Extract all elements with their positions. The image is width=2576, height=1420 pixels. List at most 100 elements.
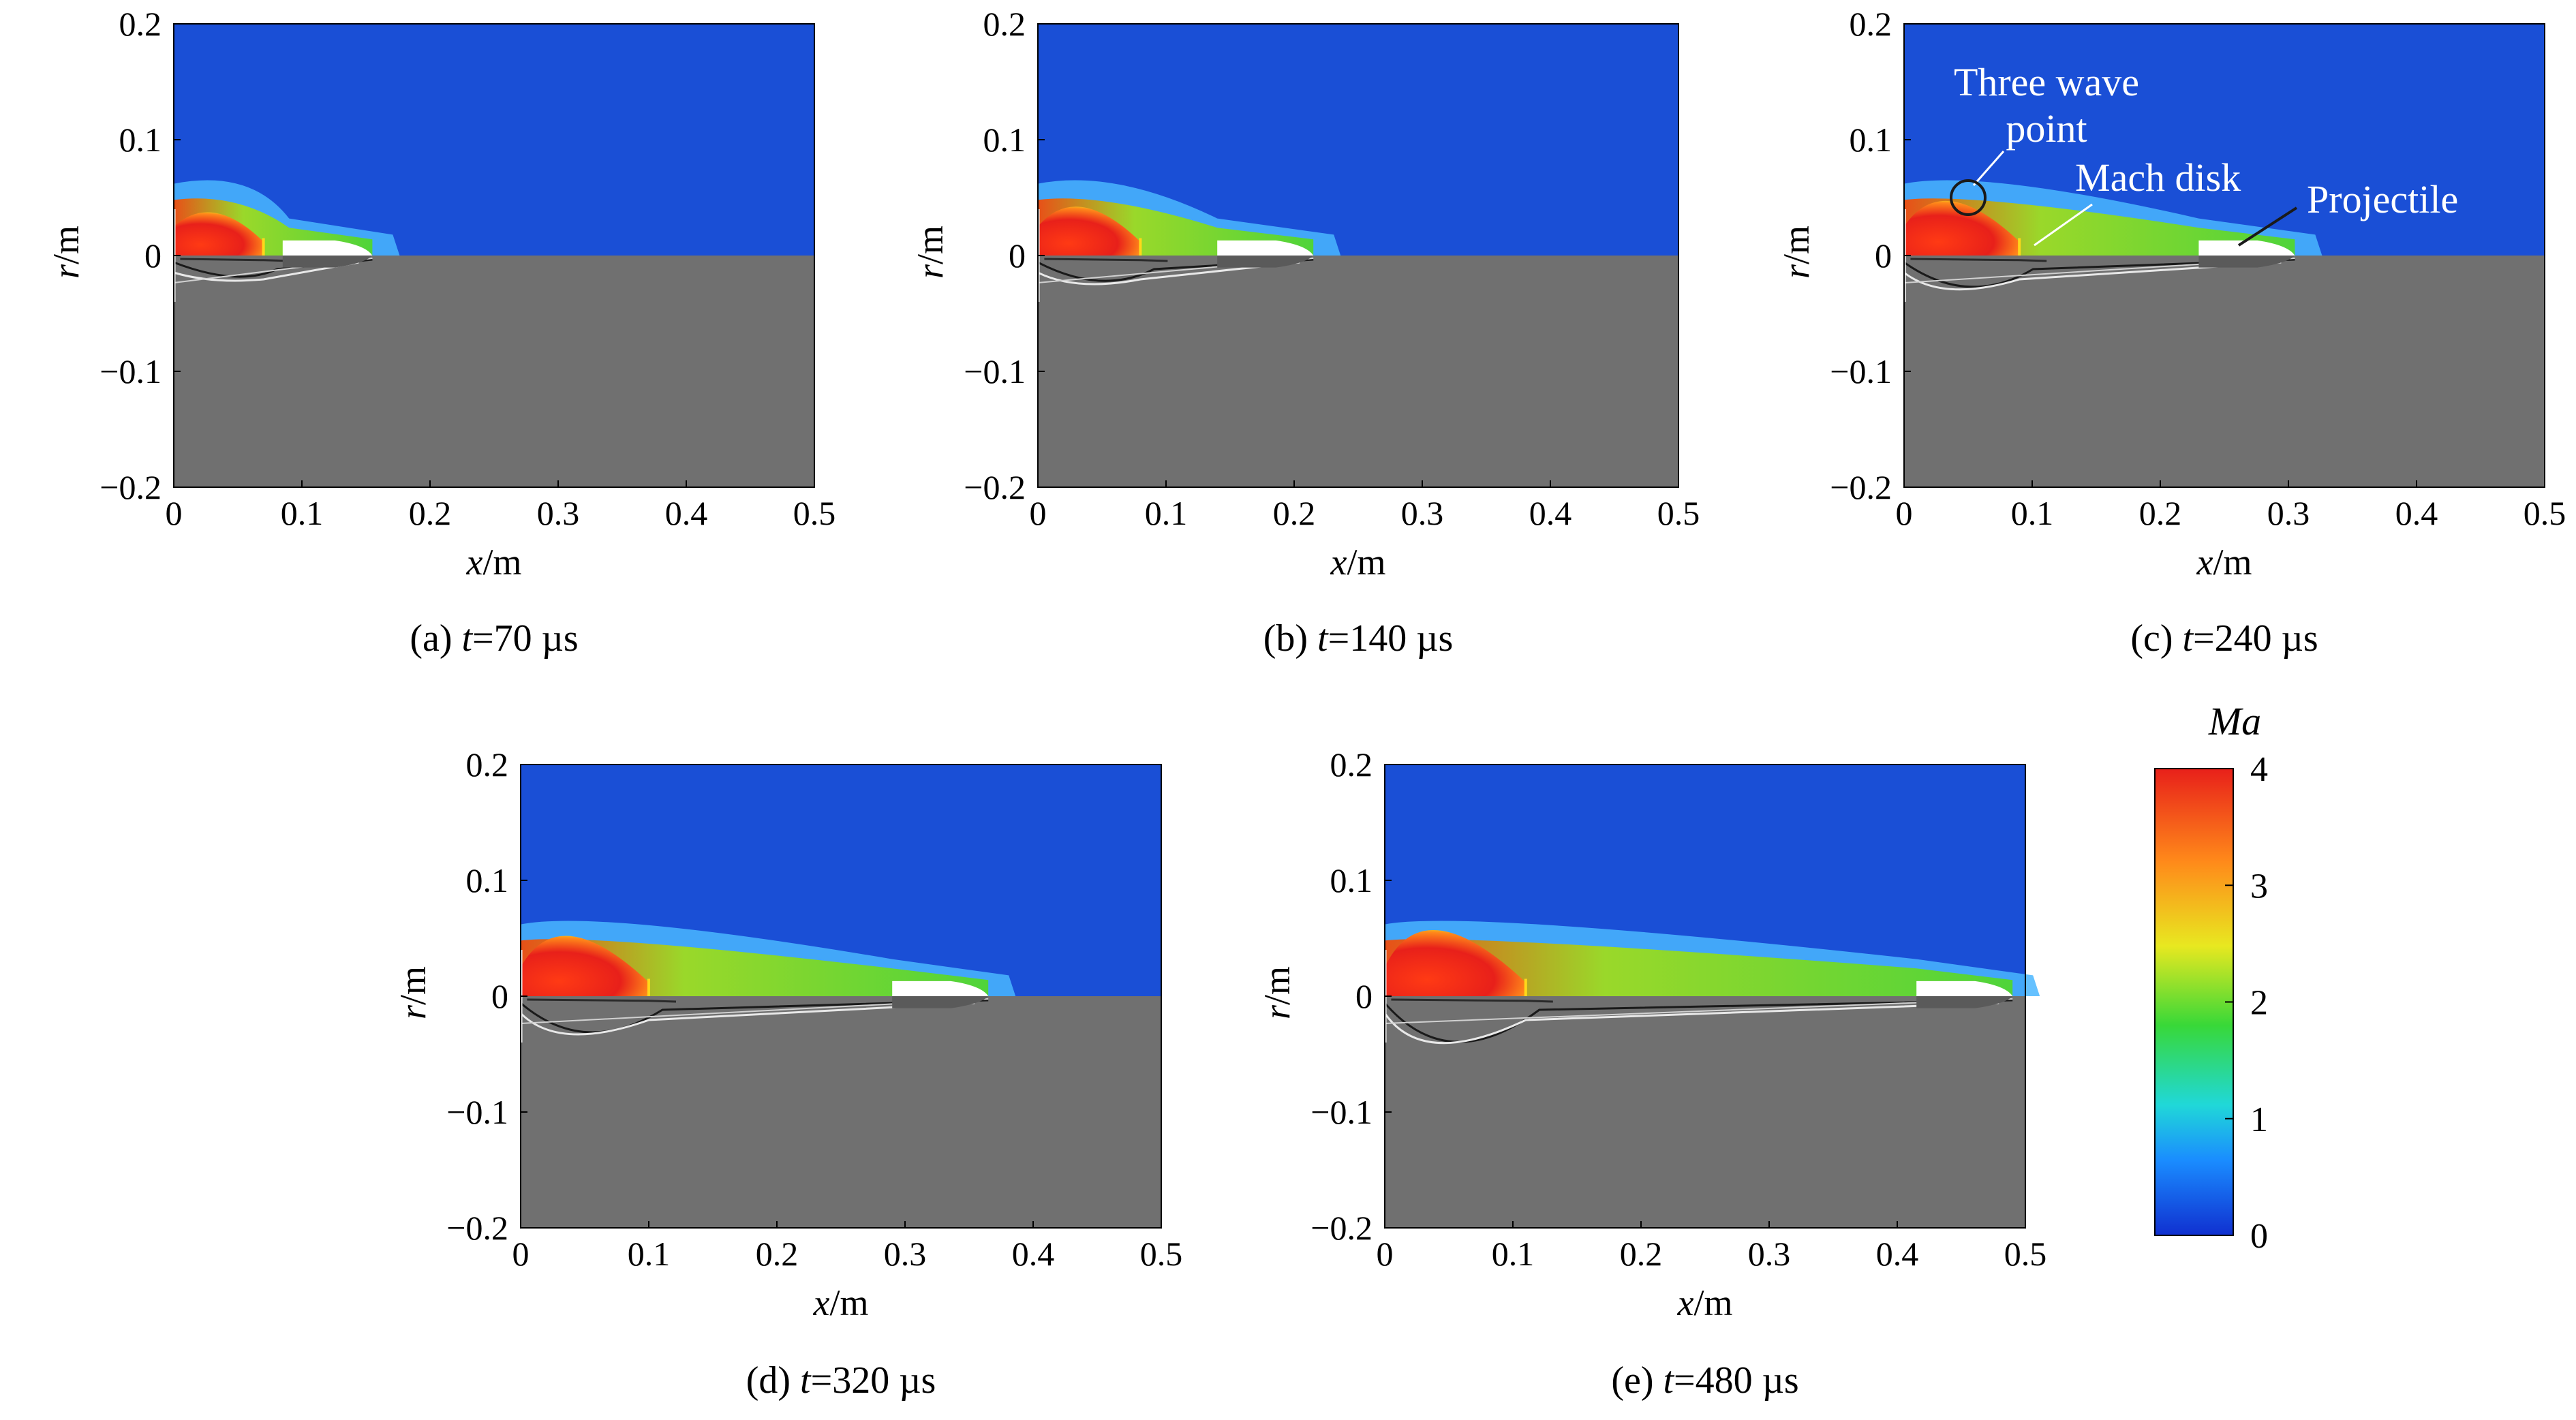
r-tick-label: −0.1 xyxy=(1310,1093,1373,1131)
projectile-lower xyxy=(282,256,373,268)
projectile-lower xyxy=(1217,256,1314,268)
x-tick-label: 0.4 xyxy=(2395,494,2438,532)
r-tick-label: 0 xyxy=(1355,977,1373,1015)
schlieren-field xyxy=(521,996,1161,1228)
schlieren-shocks xyxy=(1383,998,2013,1045)
r-tick-label: −0.1 xyxy=(99,352,162,390)
x-tick-label: 0.3 xyxy=(1401,494,1444,532)
r-tick-label: 0 xyxy=(1875,236,1892,275)
jet-plume xyxy=(1385,939,2013,996)
r-tick-label: −0.2 xyxy=(1830,468,1892,506)
projectile-leader xyxy=(2237,206,2298,247)
projectile-lower xyxy=(2198,256,2295,268)
x-tick-label: 0.2 xyxy=(1273,494,1316,532)
supersonic-core xyxy=(174,212,264,256)
x-tick-label: 0.2 xyxy=(2139,494,2182,532)
schlieren-field xyxy=(1385,996,2025,1228)
projectile-upper xyxy=(282,240,373,256)
x-tick-label: 0 xyxy=(512,1235,530,1273)
x-tick-label: 0 xyxy=(1896,494,1913,532)
colorbar: Ma 0 1 2 3 4 xyxy=(2154,699,2268,1256)
panel-caption: (c) t=240 µs xyxy=(2130,617,2318,660)
colorbar-title: Ma xyxy=(2208,699,2261,743)
x-tick-label: 0.5 xyxy=(1657,494,1700,532)
colorbar-tick-label: 4 xyxy=(2250,750,2268,789)
x-axis-label: x/m xyxy=(1330,542,1386,583)
projectile-lower xyxy=(892,996,989,1008)
x-tick-label: 0.3 xyxy=(2267,494,2310,532)
r-tick-label: −0.1 xyxy=(1830,352,1892,390)
r-axis-label: r/m xyxy=(910,226,951,279)
panel-caption: (d) t=320 µs xyxy=(746,1359,936,1402)
x-tick-label: 0.5 xyxy=(2524,494,2566,532)
r-axis-label: r/m xyxy=(46,226,87,279)
projectile-lower xyxy=(1916,996,2013,1008)
r-tick-label: 0.1 xyxy=(1850,121,1892,159)
panel-a: 0 0.1 0.2 0.3 0.4 0.5 0.2 0.1 0 −0.1 −0.2 x/m r/m (a)… xyxy=(46,5,835,660)
r-tick-label: 0.2 xyxy=(1850,5,1892,43)
r-axis-label: r/m xyxy=(393,966,433,1019)
panel-caption: (e) t=480 µs xyxy=(1611,1359,1798,1402)
panel-b: 0 0.1 0.2 0.3 0.4 0.5 0.2 0.1 0 −0.1 −0.2 x/m r/m (b)… xyxy=(910,5,1700,660)
colorbar-tick-label: 1 xyxy=(2250,1100,2268,1139)
x-tick-label: 0.2 xyxy=(1620,1235,1663,1273)
x-tick-label: 0.3 xyxy=(1748,1235,1791,1273)
x-tick-label: 0.1 xyxy=(2011,494,2054,532)
projectile-label: Projectile xyxy=(2307,177,2458,221)
mach-disk-label: Mach disk xyxy=(2075,155,2241,200)
supersonic-core xyxy=(1904,200,2020,256)
r-tick-label: 0.1 xyxy=(1330,861,1373,899)
r-tick-label: 0.1 xyxy=(466,861,509,899)
x-tick-label: 0.2 xyxy=(756,1235,799,1273)
projectile-upper xyxy=(2198,240,2295,256)
r-tick-label: 0 xyxy=(144,236,162,275)
r-tick-label: 0.1 xyxy=(983,121,1026,159)
three-wave-point-label: Three wave point xyxy=(1954,60,2139,151)
colorbar-gradient xyxy=(2154,768,2234,1236)
r-tick-label: −0.2 xyxy=(446,1209,508,1247)
projectile-upper xyxy=(1217,240,1314,256)
x-tick-label: 0 xyxy=(1377,1235,1394,1273)
three-wave-point-leader xyxy=(1972,151,2005,186)
schlieren-field xyxy=(174,256,814,487)
r-axis-label: r/m xyxy=(1776,226,1817,279)
r-tick-label: −0.1 xyxy=(446,1093,508,1131)
supersonic-core xyxy=(521,936,649,996)
x-axis-label: x/m xyxy=(813,1282,869,1323)
r-tick-label: 0 xyxy=(491,977,508,1015)
x-tick-label: 0.4 xyxy=(1529,494,1572,532)
x-tick-label: 0.3 xyxy=(884,1235,927,1273)
colorbar-tick-label: 2 xyxy=(2250,984,2268,1023)
x-tick-label: 0 xyxy=(166,494,183,532)
r-tick-label: 0 xyxy=(1009,236,1026,275)
mach-disk-leader xyxy=(2034,203,2093,247)
r-tick-label: −0.2 xyxy=(99,468,162,506)
panel-c: 0 0.1 0.2 0.3 0.4 0.5 0.2 0.1 0 −0.1 −0.2 x/m r/m (c)… xyxy=(1776,5,2566,660)
colorbar-tick-label: 3 xyxy=(2250,867,2268,906)
x-tick-label: 0.1 xyxy=(1145,494,1188,532)
r-tick-label: 0.2 xyxy=(466,745,509,784)
x-axis-label: x/m xyxy=(466,542,522,583)
r-tick-label: 0.2 xyxy=(1330,745,1373,784)
schlieren-field xyxy=(1038,256,1678,487)
x-tick-label: 0.5 xyxy=(2004,1235,2047,1273)
x-tick-label: 0.1 xyxy=(281,494,324,532)
colorbar-tick-label: 0 xyxy=(2250,1217,2268,1256)
r-tick-label: 0.1 xyxy=(119,121,162,159)
x-tick-label: 0.4 xyxy=(665,494,708,532)
x-tick-label: 0.1 xyxy=(1492,1235,1535,1273)
r-tick-label: −0.2 xyxy=(964,468,1026,506)
x-tick-label: 0.2 xyxy=(409,494,452,532)
x-axis-label: x/m xyxy=(2196,542,2252,583)
x-tick-label: 0.5 xyxy=(793,494,836,532)
x-tick-label: 0 xyxy=(1030,494,1047,532)
x-tick-label: 0.4 xyxy=(1876,1235,1919,1273)
r-tick-label: −0.2 xyxy=(1310,1209,1373,1247)
supersonic-core xyxy=(1385,930,1526,996)
projectile-upper xyxy=(1916,981,2013,996)
panel-e: 0 0.1 0.2 0.3 0.4 0.5 0.2 0.1 0 −0.1 −0.2 x/m r/m (e)… xyxy=(1257,745,2046,1402)
x-tick-label: 0.1 xyxy=(628,1235,671,1273)
panel-d: 0 0.1 0.2 0.3 0.4 0.5 0.2 0.1 0 −0.1 −0.2 x/m r/m (d)… xyxy=(393,745,1182,1402)
